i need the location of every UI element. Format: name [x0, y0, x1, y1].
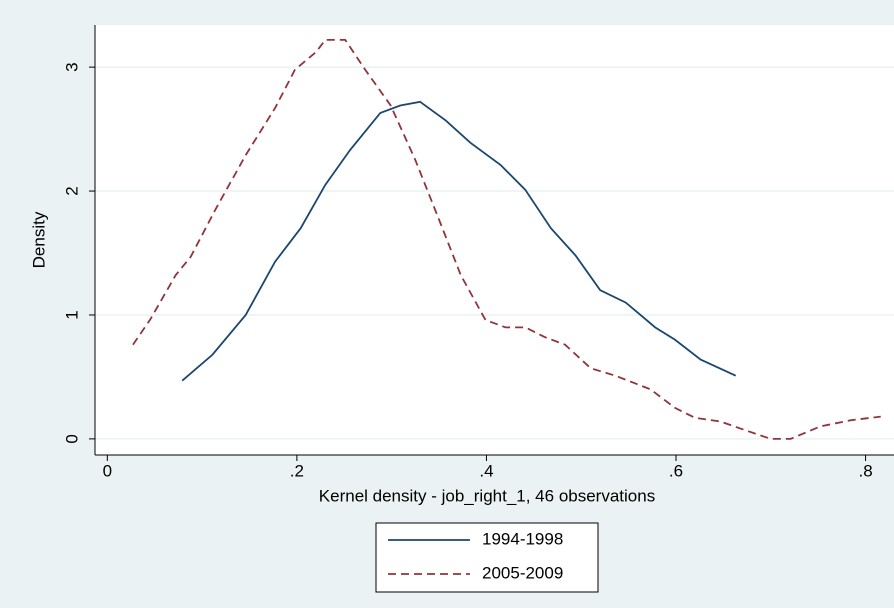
y-tick-label: 2: [62, 186, 81, 195]
x-tick-label: 0: [103, 461, 112, 480]
y-tick-label: 0: [62, 434, 81, 443]
legend-label: 1994-1998: [482, 529, 563, 548]
y-tick-label: 1: [62, 310, 81, 319]
density-line: [132, 38, 881, 440]
density-line: [181, 100, 737, 382]
x-tick-label: .2: [290, 461, 304, 480]
x-tick-label: .6: [669, 461, 683, 480]
x-tick-label: .4: [479, 461, 493, 480]
x-axis-label: Kernel density - job_right_1, 46 observa…: [319, 486, 655, 505]
plot-area: [95, 25, 894, 455]
legend-label: 2005-2009: [482, 563, 563, 582]
y-axis-label: Density: [29, 211, 48, 268]
legend-box: [375, 522, 599, 593]
x-tick-label: .8: [858, 461, 872, 480]
y-tick-label: 3: [62, 62, 81, 71]
